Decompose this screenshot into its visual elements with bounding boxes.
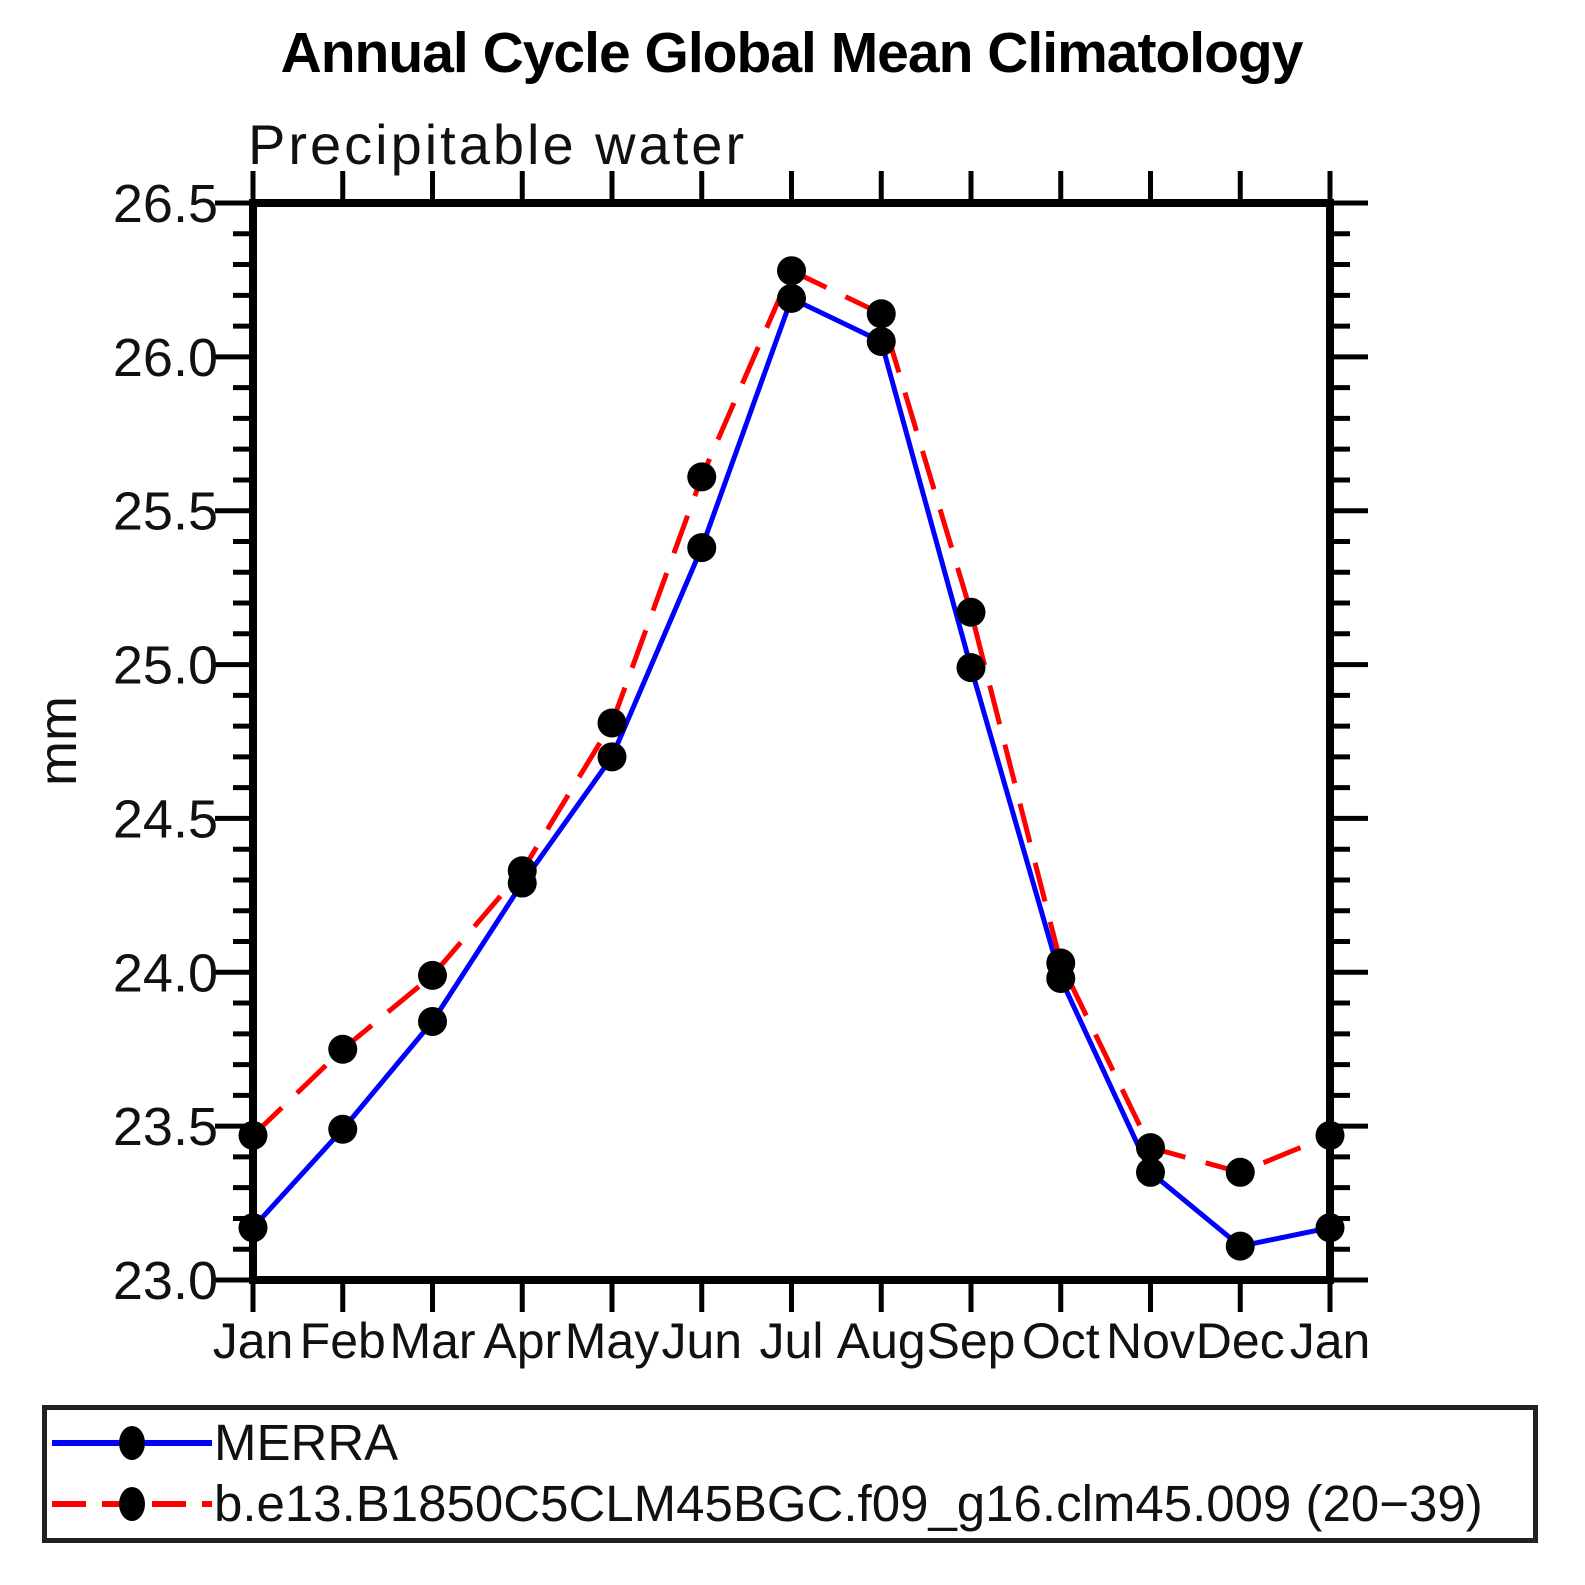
legend-item-model: b.e13.B1850C5CLM45BGC.f09_g16.clm45.009 … — [52, 1473, 1533, 1534]
chart-title: Annual Cycle Global Mean Climatology — [280, 21, 1304, 85]
data-point-marker-model — [1136, 1133, 1165, 1163]
y-tick-label: 24.5 — [113, 789, 218, 849]
data-point-marker-merra — [328, 1114, 358, 1144]
series-line-model — [251, 267, 1331, 1175]
data-point-marker-model — [866, 299, 896, 329]
x-tick-label: Jun — [661, 1313, 742, 1369]
legend-box: MERRA b.e13.B1850C5CLM45BGC.f09_g16.clm45… — [42, 1405, 1538, 1543]
y-tick-label: 23.0 — [113, 1251, 218, 1311]
y-tick-label: 26.0 — [113, 328, 218, 388]
data-point-marker-merra — [1225, 1231, 1255, 1261]
x-tick-label: Nov — [1106, 1313, 1195, 1369]
data-point-marker-model — [597, 708, 627, 738]
plot-frame — [249, 199, 1334, 1284]
chart-subtitle: Precipitable water — [248, 113, 748, 176]
data-point-marker-merra — [687, 533, 717, 563]
legend-line-sample — [52, 1486, 212, 1521]
data-point-marker-merra — [956, 653, 986, 683]
data-point-marker-merra — [597, 742, 627, 772]
y-tick-label: 26.5 — [113, 174, 218, 234]
legend-marker-dot — [119, 1425, 145, 1460]
legend-line-sample — [52, 1425, 212, 1460]
data-point-marker-merra — [238, 1213, 268, 1243]
y-tick-label: 25.0 — [113, 636, 218, 696]
legend-item-merra: MERRA — [52, 1412, 1533, 1473]
x-tick-label: Apr — [483, 1313, 561, 1369]
data-point-marker-model — [1046, 948, 1076, 978]
legend-label: b.e13.B1850C5CLM45BGC.f09_g16.clm45.009 … — [214, 1475, 1483, 1532]
data-point-marker-model — [418, 960, 447, 990]
data-point-marker-model — [687, 462, 717, 492]
data-point-marker-model — [956, 597, 986, 627]
legend-marker-dot — [119, 1486, 145, 1521]
data-point-marker-model — [328, 1034, 358, 1064]
x-tick-label: Feb — [300, 1313, 386, 1369]
data-point-marker-merra — [1136, 1157, 1165, 1187]
y-tick-label: 23.5 — [113, 1097, 218, 1157]
legend-label: MERRA — [214, 1414, 399, 1471]
data-point-marker-model — [507, 856, 537, 886]
series-line-merra — [251, 294, 1331, 1249]
x-tick-label: Oct — [1022, 1313, 1100, 1369]
x-tick-label: Aug — [837, 1313, 926, 1369]
x-tick-label: May — [565, 1313, 659, 1369]
data-point-marker-merra — [777, 283, 806, 313]
data-point-marker-merra — [1315, 1213, 1345, 1243]
data-point-marker-merra — [866, 326, 896, 356]
data-point-marker-merra — [418, 1007, 447, 1037]
x-tick-label: Dec — [1196, 1313, 1285, 1369]
y-tick-label: 24.0 — [113, 943, 218, 1003]
y-tick-label: 25.5 — [113, 482, 218, 542]
data-point-marker-model — [1315, 1120, 1345, 1150]
x-tick-label: Mar — [389, 1313, 475, 1369]
x-tick-label: Jul — [760, 1313, 824, 1369]
data-point-marker-model — [1225, 1157, 1255, 1187]
data-point-marker-model — [777, 256, 806, 286]
x-tick-label: Jan — [213, 1313, 294, 1369]
x-tick-label: Sep — [927, 1313, 1016, 1369]
x-tick-label: Jan — [1290, 1313, 1371, 1369]
data-point-marker-model — [238, 1120, 268, 1150]
